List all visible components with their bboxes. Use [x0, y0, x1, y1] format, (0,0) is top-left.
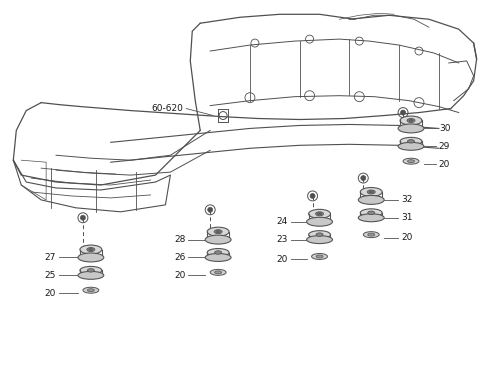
Ellipse shape — [87, 289, 95, 292]
Ellipse shape — [83, 287, 99, 293]
Text: 20: 20 — [401, 233, 412, 242]
Text: 30: 30 — [439, 124, 450, 133]
Ellipse shape — [318, 213, 322, 215]
Text: 60-620: 60-620 — [152, 104, 183, 113]
Ellipse shape — [363, 232, 379, 238]
Ellipse shape — [215, 271, 222, 274]
Text: 26: 26 — [174, 253, 185, 262]
Text: 20: 20 — [174, 271, 185, 280]
Ellipse shape — [210, 269, 226, 275]
Ellipse shape — [368, 233, 375, 236]
Ellipse shape — [89, 248, 93, 251]
Ellipse shape — [360, 188, 382, 197]
Text: 27: 27 — [45, 253, 56, 262]
Ellipse shape — [358, 195, 384, 204]
Ellipse shape — [215, 251, 222, 254]
Ellipse shape — [398, 142, 424, 150]
Ellipse shape — [367, 190, 375, 194]
Ellipse shape — [87, 269, 95, 272]
Ellipse shape — [207, 248, 229, 257]
Ellipse shape — [316, 255, 323, 258]
Ellipse shape — [309, 209, 330, 218]
Ellipse shape — [87, 248, 95, 251]
Text: 31: 31 — [401, 213, 413, 222]
Ellipse shape — [205, 254, 231, 261]
Text: 25: 25 — [45, 271, 56, 280]
Text: 28: 28 — [174, 235, 185, 244]
Ellipse shape — [205, 235, 231, 244]
Text: 32: 32 — [401, 195, 412, 204]
Text: 20: 20 — [439, 160, 450, 169]
Ellipse shape — [403, 158, 419, 164]
Ellipse shape — [400, 137, 422, 145]
Ellipse shape — [216, 231, 220, 233]
Circle shape — [401, 110, 406, 115]
Ellipse shape — [80, 266, 102, 274]
Ellipse shape — [408, 140, 415, 143]
Ellipse shape — [214, 230, 222, 233]
Ellipse shape — [315, 212, 324, 216]
Ellipse shape — [409, 119, 413, 122]
Ellipse shape — [360, 209, 382, 217]
Circle shape — [361, 176, 366, 181]
Ellipse shape — [400, 116, 422, 125]
Ellipse shape — [369, 191, 373, 193]
Ellipse shape — [78, 272, 104, 279]
Ellipse shape — [358, 214, 384, 222]
Circle shape — [310, 194, 315, 198]
Ellipse shape — [368, 211, 375, 214]
Ellipse shape — [207, 227, 229, 236]
Ellipse shape — [407, 119, 415, 122]
Text: 20: 20 — [45, 289, 56, 298]
Text: 20: 20 — [276, 255, 288, 264]
Text: 23: 23 — [276, 235, 288, 244]
Ellipse shape — [408, 160, 415, 163]
Ellipse shape — [398, 124, 424, 133]
Circle shape — [81, 215, 85, 220]
Text: 29: 29 — [439, 142, 450, 151]
Ellipse shape — [307, 236, 333, 244]
Ellipse shape — [307, 217, 333, 226]
Circle shape — [208, 207, 213, 212]
Ellipse shape — [80, 245, 102, 254]
Ellipse shape — [309, 231, 330, 239]
Ellipse shape — [312, 254, 327, 260]
Ellipse shape — [316, 233, 323, 236]
Ellipse shape — [78, 253, 104, 262]
Text: 24: 24 — [276, 217, 288, 226]
